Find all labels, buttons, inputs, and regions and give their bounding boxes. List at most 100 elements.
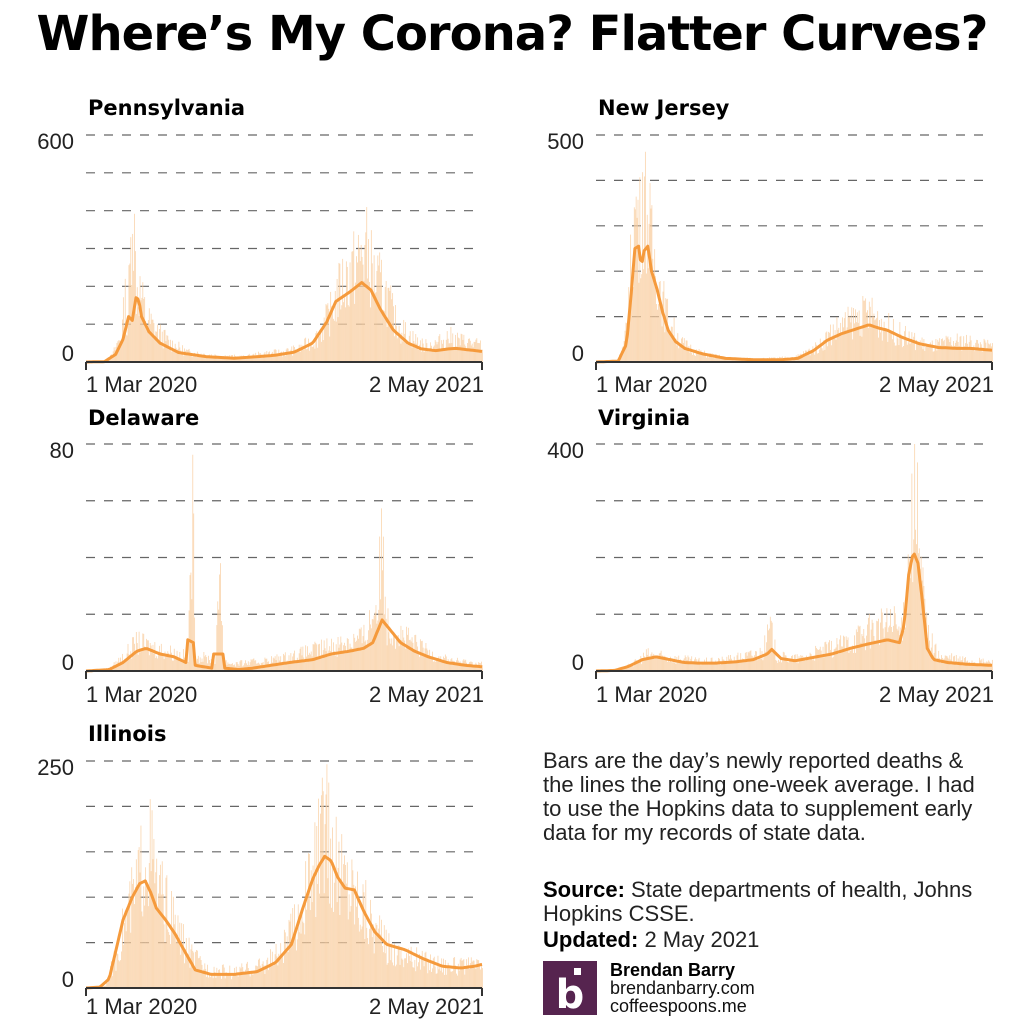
bar [848,317,850,362]
bar [185,349,187,362]
bar [471,343,473,362]
bar [172,350,174,362]
bar [147,320,149,362]
bar [321,654,323,671]
bar [450,326,452,362]
bar [978,343,979,362]
bar [968,342,970,362]
bar [717,355,718,362]
bar [336,902,338,988]
bar [420,641,422,671]
bar [942,341,944,362]
bar [151,319,153,362]
bar [145,867,147,988]
x-tick-label-start: 1 Mar 2020 [86,994,197,1019]
bar [894,345,896,362]
bar [467,342,468,362]
bar [383,614,385,671]
bar [192,454,194,671]
bar [130,932,132,988]
bar [647,268,649,362]
bar [892,318,894,362]
bar [327,657,329,671]
bar [456,975,458,988]
bar [671,662,673,671]
bar [477,343,479,362]
bar [387,962,389,988]
bar [306,656,307,671]
source-text: State departments of health, Johns Hopki… [543,877,973,926]
bar [112,966,114,988]
bar [454,661,456,671]
bar [804,658,805,671]
bar [409,639,411,671]
bar [168,339,170,362]
bar [682,337,683,362]
bar [338,841,340,988]
bar [644,656,645,671]
bar [354,637,356,671]
bar [918,548,920,671]
bar [300,933,302,988]
bar [958,346,960,362]
bar [477,665,479,671]
bar [143,298,145,362]
bar [338,262,340,362]
bar [952,346,954,362]
bar [345,883,347,988]
bar [209,977,211,988]
bar [177,348,179,362]
bar [294,347,295,362]
bar [370,624,371,671]
bar [336,656,338,671]
bar [261,963,263,988]
bar [967,348,969,362]
bar [719,664,721,671]
bar [741,660,743,671]
bar [246,358,247,362]
bar [668,659,669,671]
bar [298,932,300,988]
bar [444,658,445,671]
bar [382,952,384,988]
bar [427,973,429,988]
bar [327,303,329,362]
bar [839,639,841,671]
bar [271,353,272,362]
bar [400,625,402,671]
bar [850,650,852,671]
bar [361,926,363,988]
bar [394,943,395,988]
bar [320,341,322,362]
bar [632,272,633,362]
bar [201,964,203,988]
bar [891,332,892,362]
bar [264,657,266,671]
bar [327,878,329,988]
bar [282,356,283,362]
bar [190,572,192,671]
bar [694,356,696,362]
bar [318,333,320,362]
bar [901,335,903,362]
bar [350,291,352,362]
bar [439,661,441,671]
bar [406,626,407,671]
bar [162,894,164,988]
bar [453,660,455,671]
bar [937,657,939,671]
bar [451,342,453,362]
x-tick-label-end: 2 May 2021 [369,372,484,397]
bar [159,864,161,988]
bar [681,662,682,671]
bar [955,340,957,362]
bar [859,335,861,362]
bar [883,321,885,362]
bar [208,355,209,362]
bar [371,619,373,671]
bar [760,658,762,671]
bar [714,358,716,362]
bar [652,258,654,362]
bar [266,959,268,988]
bar [756,660,758,671]
